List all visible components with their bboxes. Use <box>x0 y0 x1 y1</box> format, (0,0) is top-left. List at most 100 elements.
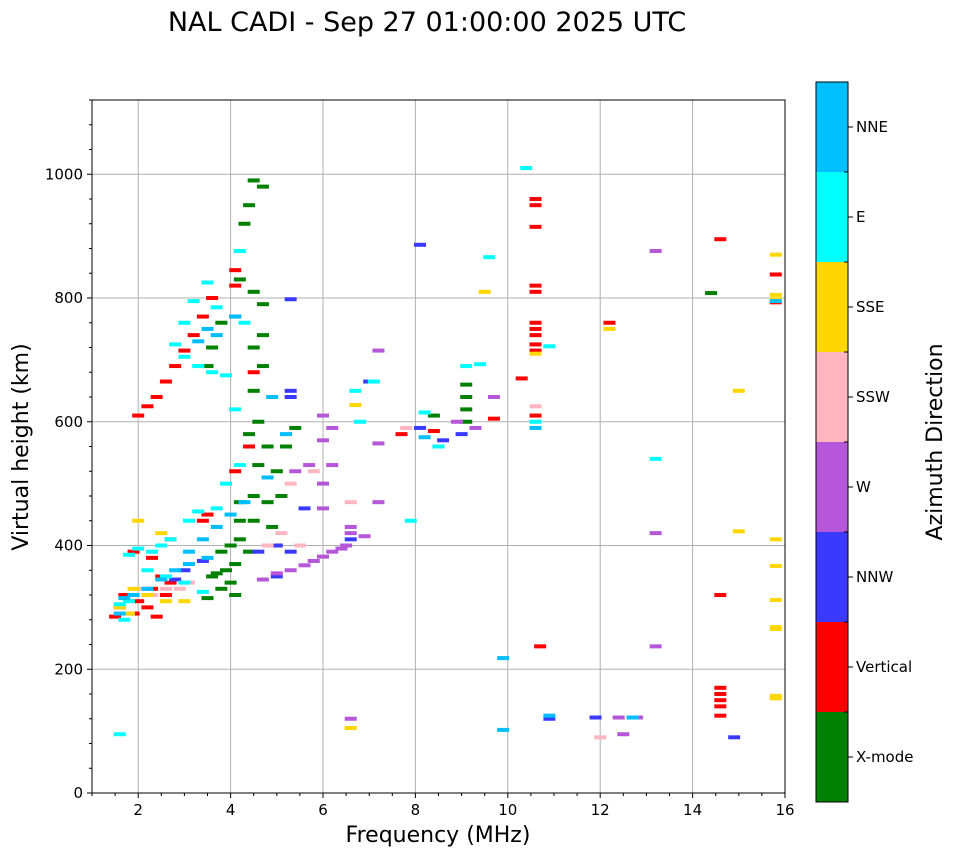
data-point <box>169 577 182 582</box>
data-point <box>256 184 269 189</box>
data-point <box>261 500 274 505</box>
data-point <box>252 463 265 468</box>
data-point <box>769 299 782 304</box>
data-point <box>113 732 126 737</box>
colorbar-category-label: Vertical <box>856 658 912 676</box>
data-point <box>256 577 269 582</box>
data-point <box>534 644 547 649</box>
data-point <box>252 549 265 554</box>
y-tick-label: 600 <box>54 413 83 431</box>
colorbar-category-label: E <box>856 208 865 226</box>
data-point <box>487 395 500 399</box>
data-point <box>187 333 200 338</box>
data-point <box>594 735 607 740</box>
data-point <box>349 388 362 393</box>
data-point <box>497 727 510 732</box>
data-point <box>224 543 237 548</box>
colorbar-label: Azimuth Direction <box>923 343 948 540</box>
y-axis-label: Virtual height (km) <box>9 343 34 550</box>
data-point <box>118 617 131 622</box>
colorbar-segment <box>816 712 848 802</box>
y-axis-ticks: 0 200 400 600 800 1000 <box>45 99 92 802</box>
data-point <box>201 326 214 331</box>
colorbar-category-label: NNE <box>856 118 888 136</box>
data-point <box>229 283 242 288</box>
colorbar-segment <box>816 352 848 442</box>
data-point <box>233 277 246 282</box>
data-point <box>714 237 727 242</box>
data-point <box>122 552 135 557</box>
data-point <box>266 395 279 399</box>
data-point <box>247 518 260 523</box>
data-point <box>497 656 510 661</box>
data-point <box>280 432 293 437</box>
data-point <box>529 224 542 229</box>
data-point <box>196 558 209 563</box>
data-point <box>173 586 186 591</box>
data-point <box>201 596 214 601</box>
x-tick-label: 2 <box>133 801 143 819</box>
data-point <box>118 596 131 601</box>
data-point <box>247 370 260 375</box>
colorbar-segment <box>816 442 848 532</box>
y-tick-label: 400 <box>54 537 83 555</box>
data-point <box>201 512 214 517</box>
data-point <box>275 531 288 536</box>
data-point <box>247 289 260 294</box>
data-point <box>529 348 542 353</box>
data-point <box>317 438 329 443</box>
data-point <box>529 326 542 331</box>
data-point <box>270 469 283 474</box>
data-point <box>529 404 542 409</box>
data-point <box>196 314 209 319</box>
data-point <box>270 543 283 548</box>
data-point <box>118 593 131 597</box>
data-point <box>155 531 168 536</box>
data-point <box>298 506 311 511</box>
data-point <box>256 302 269 307</box>
data-point <box>344 726 357 731</box>
data-point <box>460 395 473 399</box>
data-point <box>529 425 542 430</box>
colorbar-segment <box>816 82 848 172</box>
data-point <box>159 593 172 597</box>
data-point <box>155 543 168 548</box>
data-point <box>261 543 274 548</box>
data-point <box>395 432 408 437</box>
data-point <box>127 586 140 591</box>
data-point <box>233 537 246 542</box>
colorbar-frame <box>815 81 849 803</box>
chart-title: NAL CADI - Sep 27 01:00:00 2025 UTC <box>168 7 686 38</box>
data-point <box>284 481 297 486</box>
data-point <box>164 580 177 585</box>
data-points <box>109 166 782 740</box>
colorbar-segment <box>816 532 848 622</box>
data-point <box>418 435 431 440</box>
data-point <box>159 574 172 579</box>
data-point <box>183 518 196 523</box>
data-point <box>109 614 122 619</box>
data-point <box>229 593 242 597</box>
data-point <box>769 627 782 632</box>
data-point <box>229 562 242 567</box>
y-tick-label: 1000 <box>45 165 83 183</box>
data-point <box>769 696 782 701</box>
data-point <box>705 291 718 296</box>
x-tick-label: 10 <box>498 801 517 819</box>
data-point <box>141 404 154 409</box>
data-point <box>515 376 528 381</box>
colorbar-category-label: W <box>856 478 871 496</box>
data-point <box>261 475 274 480</box>
data-point <box>201 280 214 285</box>
data-point <box>196 537 209 542</box>
data-point <box>141 586 154 591</box>
data-point <box>210 506 223 511</box>
data-point <box>187 299 200 304</box>
data-point <box>155 577 168 582</box>
data-point <box>714 593 727 597</box>
data-point <box>178 568 191 573</box>
data-point <box>201 364 214 369</box>
data-point <box>303 463 316 468</box>
data-point <box>159 379 172 384</box>
data-point <box>224 580 237 585</box>
